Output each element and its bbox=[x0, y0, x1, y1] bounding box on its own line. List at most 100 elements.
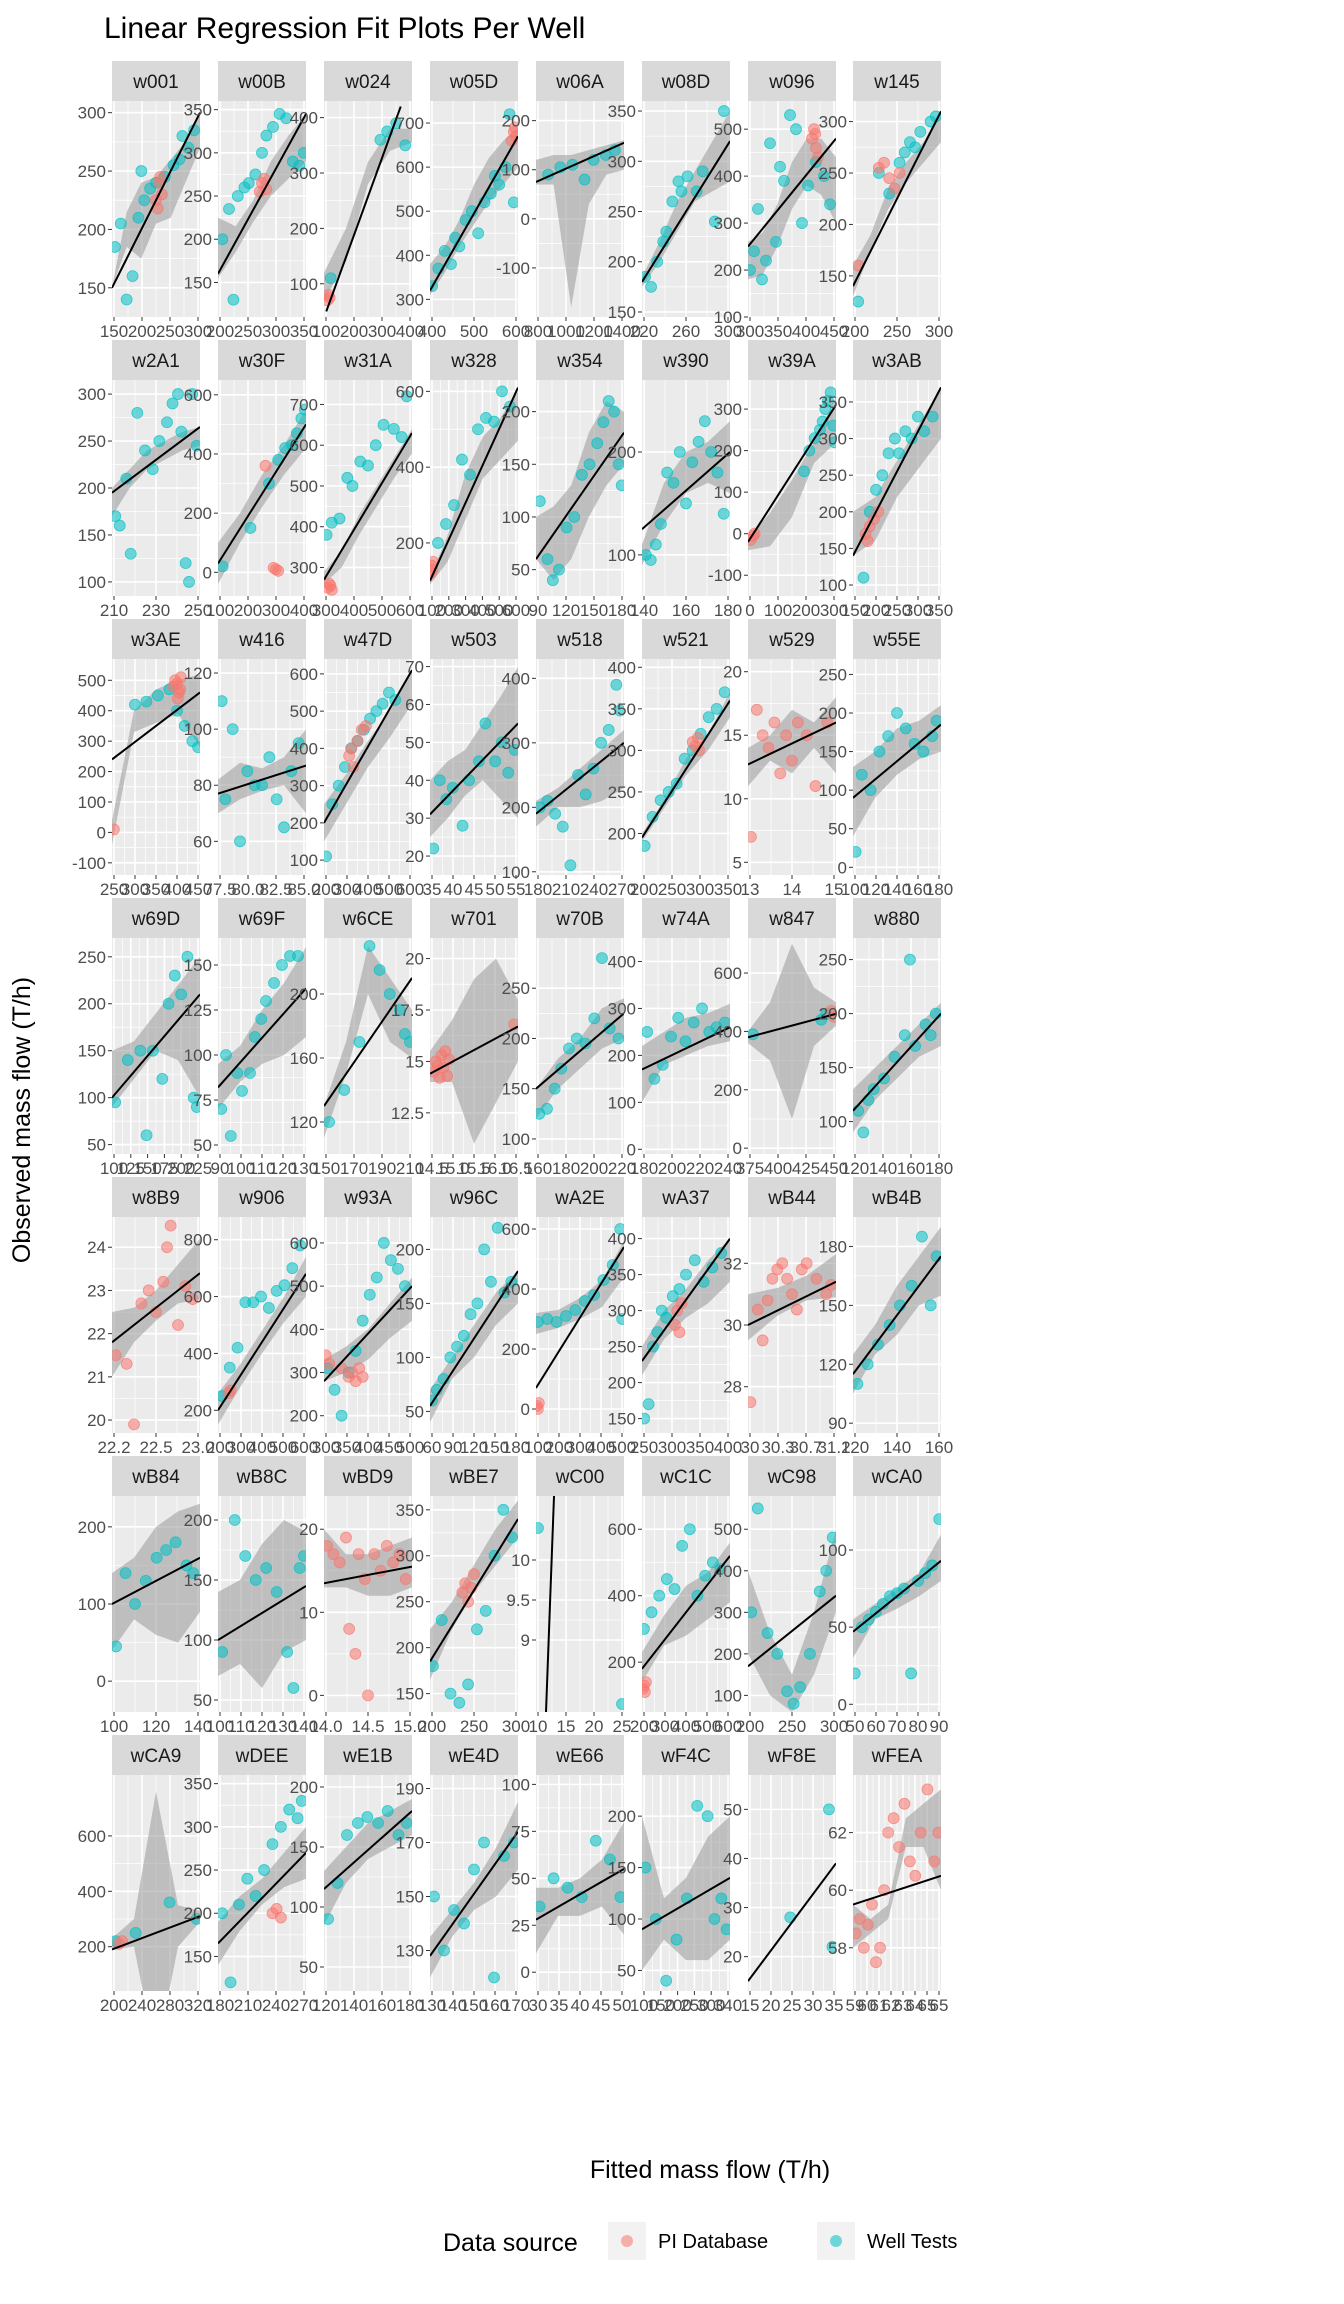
point-well-tests bbox=[711, 466, 724, 479]
point-pi-database bbox=[909, 1869, 922, 1882]
facet-strip-label: wB8C bbox=[236, 1467, 288, 1488]
point-well-tests bbox=[718, 686, 730, 699]
x-tick-label: 300 bbox=[227, 1438, 255, 1457]
facet-strip bbox=[324, 898, 412, 938]
x-tick-label: 61 bbox=[870, 1996, 889, 2015]
panel-content bbox=[642, 1775, 730, 1991]
x-tick-label: 150 bbox=[580, 601, 608, 620]
point-well-tests bbox=[556, 820, 569, 833]
x-tick-label: 240 bbox=[580, 880, 608, 899]
point-well-tests bbox=[862, 1094, 875, 1106]
x-tick-label: 82.5 bbox=[259, 880, 292, 899]
point-well-tests bbox=[346, 480, 359, 492]
y-tick-label: 10 bbox=[299, 1603, 318, 1622]
x-tick-label: 170 bbox=[340, 1159, 368, 1178]
point-well-tests bbox=[882, 730, 895, 743]
point-well-tests bbox=[583, 458, 596, 471]
point-well-tests bbox=[287, 1682, 300, 1694]
panel-content bbox=[112, 1217, 200, 1433]
x-tick-label: 30 bbox=[741, 1438, 760, 1457]
facet-strip-label: w001 bbox=[132, 72, 178, 93]
point-well-tests bbox=[692, 435, 705, 448]
x-tick-label: 350 bbox=[764, 322, 792, 341]
facet-w416: w416 60 80 100 120 77.580.082.585.0 bbox=[184, 619, 321, 899]
facet-strip-label: w30F bbox=[238, 351, 285, 372]
x-tick-label: 300 bbox=[333, 880, 361, 899]
point-well-tests bbox=[138, 194, 151, 207]
facet-strip bbox=[748, 61, 836, 101]
facet-strip bbox=[536, 898, 624, 938]
point-well-tests bbox=[784, 1911, 797, 1924]
point-well-tests bbox=[218, 695, 228, 707]
x-tick-label: 70 bbox=[888, 1717, 907, 1736]
confidence-band bbox=[536, 140, 624, 308]
facet-strip-label: w69F bbox=[238, 909, 285, 930]
facet-strip-label: wBD9 bbox=[342, 1467, 394, 1488]
x-tick-label: 400 bbox=[248, 1438, 276, 1457]
regression-line bbox=[325, 106, 402, 312]
y-tick-label: 0 bbox=[627, 1140, 636, 1159]
point-well-tests bbox=[192, 741, 200, 754]
point-pi-database bbox=[761, 1294, 774, 1307]
point-well-tests bbox=[448, 1904, 460, 1916]
point-well-tests bbox=[717, 507, 730, 520]
y-tick-label: 50 bbox=[723, 1800, 742, 1819]
x-tick-label: 250 bbox=[883, 322, 911, 341]
y-tick-label: 100 bbox=[184, 720, 212, 739]
y-tick-label: 400 bbox=[608, 1230, 636, 1249]
y-tick-label: 350 bbox=[608, 1266, 636, 1285]
y-tick-label: 200 bbox=[396, 534, 424, 553]
point-well-tests bbox=[135, 165, 148, 177]
confidence-band bbox=[853, 1002, 941, 1133]
y-tick-label: 400 bbox=[78, 702, 106, 721]
point-well-tests bbox=[349, 1345, 362, 1357]
facet-strip bbox=[430, 619, 518, 659]
point-pi-database bbox=[774, 767, 787, 780]
regression-line bbox=[545, 1496, 555, 1712]
regression-line bbox=[218, 113, 306, 275]
x-tick-label: 140 bbox=[883, 1438, 911, 1457]
point-pi-database bbox=[324, 1539, 334, 1552]
x-tick-label: 180 bbox=[925, 880, 953, 899]
point-well-tests bbox=[597, 416, 610, 429]
y-tick-label: 20 bbox=[87, 1411, 106, 1430]
point-well-tests bbox=[596, 952, 608, 964]
x-tick-label: 240 bbox=[714, 1159, 742, 1178]
confidence-band bbox=[536, 1241, 624, 1334]
y-tick-label: 50 bbox=[87, 1136, 106, 1155]
point-well-tests bbox=[234, 835, 246, 848]
point-well-tests bbox=[933, 1513, 941, 1526]
panel-content bbox=[218, 380, 306, 596]
x-tick-label: 375 bbox=[736, 1159, 764, 1178]
point-well-tests bbox=[227, 293, 240, 306]
y-tick-label: 300 bbox=[184, 144, 212, 163]
y-tick-label: 700 bbox=[396, 114, 424, 133]
point-well-tests bbox=[292, 737, 305, 750]
x-tick-label: 180 bbox=[552, 1159, 580, 1178]
point-well-tests bbox=[857, 571, 870, 584]
y-tick-label: 40 bbox=[723, 1849, 742, 1868]
point-well-tests bbox=[324, 272, 337, 285]
point-well-tests bbox=[710, 702, 723, 715]
y-tick-label: 100 bbox=[502, 161, 530, 180]
point-well-tests bbox=[591, 437, 604, 450]
y-tick-label: 200 bbox=[290, 814, 318, 833]
point-well-tests bbox=[444, 1351, 457, 1364]
point-well-tests bbox=[190, 1101, 200, 1113]
point-well-tests bbox=[560, 521, 573, 534]
point-pi-database bbox=[333, 1556, 346, 1569]
point-pi-database bbox=[870, 1956, 882, 1969]
point-pi-database bbox=[762, 742, 775, 754]
point-well-tests bbox=[595, 736, 607, 749]
y-tick-label: 200 bbox=[608, 1046, 636, 1065]
y-tick-label: 24 bbox=[87, 1238, 106, 1257]
point-well-tests bbox=[286, 1262, 299, 1275]
point-well-tests bbox=[642, 1398, 655, 1411]
x-tick-label: 200 bbox=[206, 322, 234, 341]
point-well-tests bbox=[898, 1582, 910, 1595]
facet-strip bbox=[748, 340, 836, 380]
panel-content bbox=[430, 659, 518, 875]
point-pi-database bbox=[642, 1686, 651, 1698]
y-tick-label: 250 bbox=[819, 466, 847, 485]
x-tick-label: 350 bbox=[686, 1438, 714, 1457]
